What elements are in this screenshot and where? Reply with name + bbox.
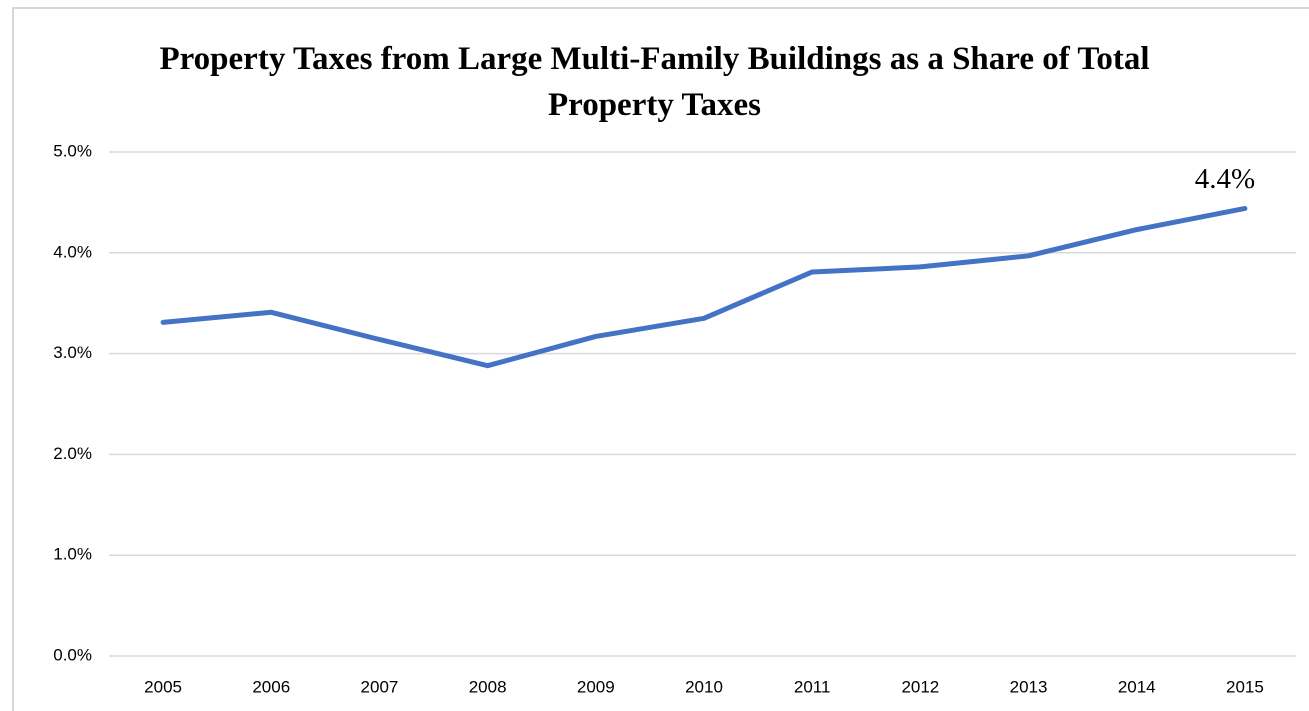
x-tick-label: 2005: [144, 677, 182, 696]
chart-border: [12, 7, 1309, 711]
y-tick-label: 2.0%: [53, 444, 92, 463]
x-tick-label: 2010: [685, 677, 723, 696]
y-tick-label: 1.0%: [53, 545, 92, 564]
y-tick-label: 4.0%: [53, 242, 92, 261]
y-tick-label: 5.0%: [53, 141, 92, 160]
x-tick-label: 2006: [252, 677, 290, 696]
y-tick-label: 3.0%: [53, 343, 92, 362]
x-tick-label: 2009: [577, 677, 615, 696]
y-tick-label: 0.0%: [53, 645, 92, 664]
x-tick-label: 2007: [361, 677, 399, 696]
x-tick-label: 2012: [901, 677, 939, 696]
chart-title-box: Property Taxes from Large Multi-Family B…: [0, 36, 1309, 128]
chart-title: Property Taxes from Large Multi-Family B…: [159, 41, 1150, 123]
x-tick-label: 2011: [794, 677, 831, 696]
x-tick-label: 2015: [1226, 677, 1264, 696]
line: [160, 205, 1248, 369]
x-tick-label: 2014: [1118, 677, 1156, 696]
x-tick-label: 2013: [1010, 677, 1048, 696]
data-label: 4.4%: [1195, 163, 1255, 195]
x-tick-label: 2008: [469, 677, 507, 696]
